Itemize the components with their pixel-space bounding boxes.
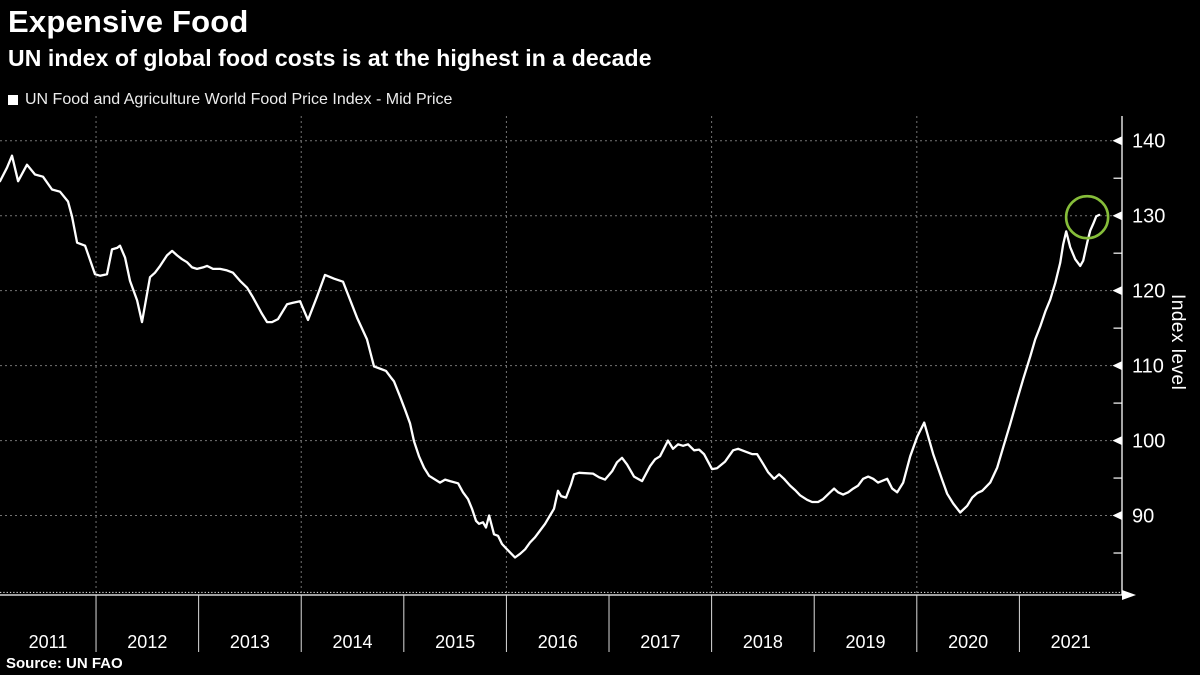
x-tick-label: 2018 — [743, 632, 783, 652]
x-tick-label: 2011 — [29, 632, 68, 652]
x-tick-label: 2016 — [538, 632, 578, 652]
legend: UN Food and Agriculture World Food Price… — [8, 91, 452, 109]
legend-square-icon — [8, 95, 18, 105]
x-tick-label: 2013 — [230, 632, 270, 652]
y-axis-title: Index level — [1167, 294, 1188, 391]
y-tick-label: 140 — [1132, 131, 1165, 153]
x-gridlines — [95, 116, 918, 595]
y-tick-label: 110 — [1132, 356, 1164, 378]
x-tick-label: 2012 — [127, 632, 167, 652]
price-line-series — [0, 154, 1101, 559]
y-tick-label: 120 — [1132, 281, 1165, 303]
x-axis-labels: 2011 2012 2013 2014 2015 2016 2017 2018 2019 2020… — [29, 632, 1091, 652]
x-tick-label: 2015 — [435, 632, 475, 652]
x-tick-label: 2021 — [1051, 632, 1091, 652]
y-tick-label: 90 — [1132, 506, 1154, 528]
chart-title: Expensive Food — [8, 4, 249, 39]
x-tick-label: 2020 — [948, 632, 988, 652]
legend-label: UN Food and Agriculture World Food Price… — [25, 91, 453, 108]
x-tick-label: 2019 — [845, 632, 885, 652]
source-credit: Source: UN FAO — [6, 655, 123, 672]
y-gridlines — [0, 140, 1122, 517]
record-high-circle-annotation — [1064, 194, 1110, 240]
y-major-tick-arrow-icon — [1112, 136, 1122, 146]
y-major-tick-arrow-icon — [1112, 511, 1122, 521]
y-tick-label: 130 — [1132, 206, 1165, 228]
y-axis — [1112, 116, 1123, 595]
y-axis-labels: 90 100 110 120 130 140 — [1132, 131, 1165, 528]
x-tick-label: 2014 — [332, 632, 372, 652]
y-major-tick-arrow-icon — [1112, 211, 1122, 221]
chart-subtitle: UN index of global food costs is at the … — [8, 45, 652, 71]
x-axis-arrow-icon — [1122, 590, 1136, 600]
y-tick-label: 100 — [1132, 431, 1165, 453]
x-tick-label: 2017 — [640, 632, 680, 652]
y-major-tick-arrow-icon — [1112, 361, 1122, 371]
y-major-tick-arrow-icon — [1112, 436, 1122, 446]
x-axis — [0, 590, 1136, 652]
y-major-tick-arrow-icon — [1112, 286, 1122, 296]
